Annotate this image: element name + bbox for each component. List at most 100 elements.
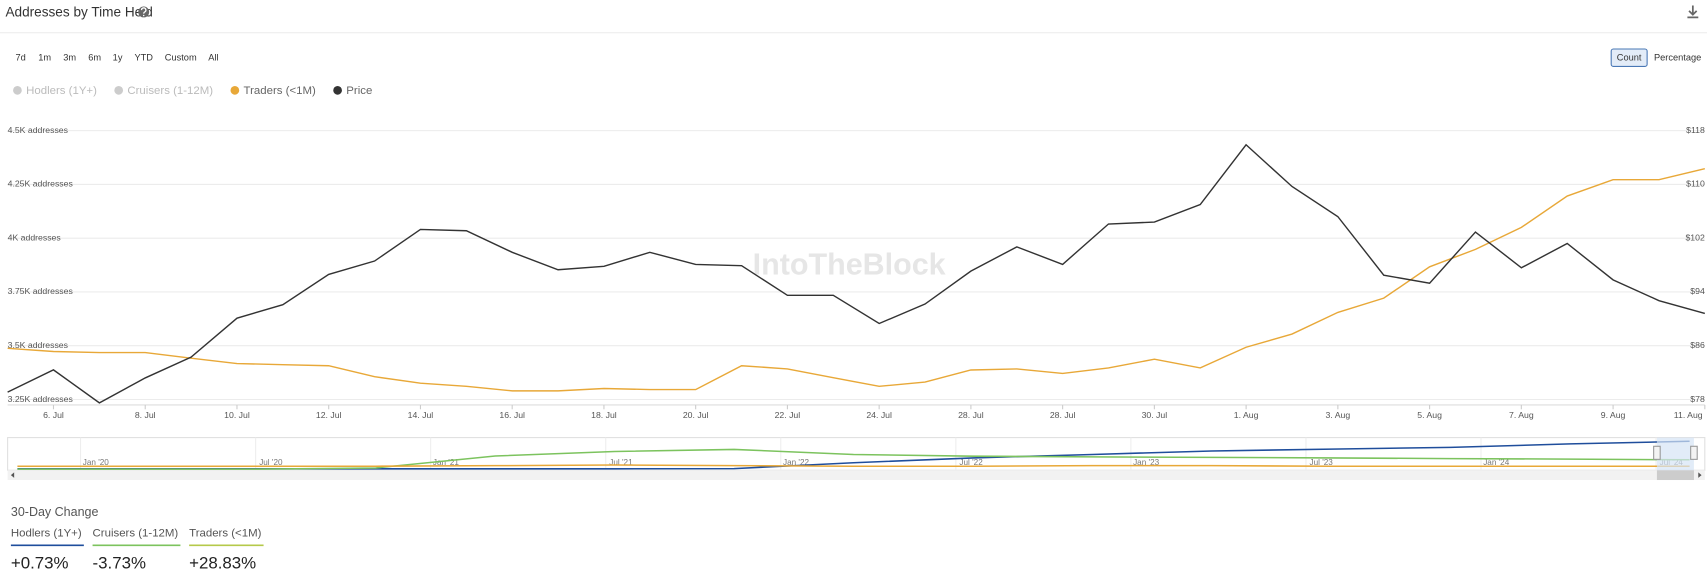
button-label: 7d <box>16 53 26 63</box>
x-tick-label: 8. Jul <box>135 410 156 420</box>
range-button[interactable]: 1m <box>34 48 55 67</box>
change-label: Hodlers (1Y+) <box>11 527 82 539</box>
button-bg <box>84 48 106 67</box>
button-label: 1y <box>113 53 123 63</box>
button-label: Count <box>1617 53 1642 63</box>
navigator-label: Jan '20 <box>83 458 110 467</box>
help-glyph <box>140 7 147 14</box>
scrollbar-track[interactable] <box>7 470 1705 481</box>
series-line <box>7 168 1705 392</box>
y-tick-label: 4.5K addresses <box>8 125 69 135</box>
change-value: +0.73% <box>11 553 69 572</box>
y2-tick-label: $102 <box>1685 232 1704 242</box>
y2-tick-label: $94 <box>1690 286 1705 296</box>
legend-item[interactable]: Cruisers (1-12M) <box>114 85 213 97</box>
x-tick-label: 5. Aug <box>1417 410 1442 420</box>
range-button[interactable]: Custom <box>160 48 201 67</box>
button-label: All <box>208 53 218 63</box>
navigator: Jan '20 Jul '20 Jan '21 Jul '21 Jan '22 Jul '… <box>7 437 1706 481</box>
download-icon[interactable] <box>1687 5 1699 19</box>
y-tick-label: 3.25K addresses <box>8 394 74 404</box>
scroll-right[interactable] <box>1698 472 1702 478</box>
y2-tick-label: $118 <box>1686 125 1705 135</box>
legend-label: Traders (<1M) <box>244 85 316 97</box>
button-label: Percentage <box>1654 53 1701 63</box>
x-tick-label: 28. Jul <box>1050 410 1076 420</box>
change-value: -3.73% <box>93 553 146 572</box>
button-bg <box>108 48 127 67</box>
change-value: +28.83% <box>189 553 256 572</box>
help-dot <box>142 14 145 17</box>
legend-swatch <box>230 85 240 95</box>
scroll-left[interactable] <box>10 472 15 478</box>
button-bg <box>1649 48 1706 67</box>
x-tick-label: 11. Aug <box>1674 410 1703 420</box>
range-button[interactable]: YTD <box>130 48 158 67</box>
watermark: IntoTheBlock <box>753 248 946 282</box>
navigator-label: Jul '23 <box>1310 458 1334 467</box>
range-button[interactable]: 6m <box>84 48 106 67</box>
x-tick-label: 7. Aug <box>1509 410 1534 420</box>
x-tick-label: 14. Jul <box>408 410 434 420</box>
download-glyph <box>1687 5 1699 19</box>
series-line <box>7 143 1706 404</box>
legend-label: Cruisers (1-12M) <box>127 85 213 97</box>
change-item: Cruisers (1-12M) -3.73% <box>92 527 181 572</box>
change-item: Traders (<1M) +28.83% <box>189 527 264 572</box>
navigator-label: Jul '20 <box>259 458 283 467</box>
range-button[interactable]: 3m <box>58 48 82 67</box>
range-button[interactable]: 7d <box>10 48 32 67</box>
range-button[interactable]: All <box>204 48 223 67</box>
navigator-label: Jan '24 <box>1483 458 1510 467</box>
navigator-handle[interactable] <box>1690 445 1698 460</box>
x-tick-label: 6. Jul <box>43 410 64 420</box>
x-tick-label: 20. Jul <box>683 410 709 420</box>
legend-item[interactable]: Price <box>333 85 372 97</box>
change-item: Hodlers (1Y+) +0.73% <box>11 527 84 572</box>
x-tick-label: 10. Jul <box>224 410 250 420</box>
navigator-line <box>17 464 1690 467</box>
button-bg <box>204 48 223 67</box>
button-bg <box>160 48 201 67</box>
button-bg <box>58 48 82 67</box>
change-label: Traders (<1M) <box>189 527 261 539</box>
navigator-selection[interactable] <box>1656 437 1694 471</box>
x-tick-label: 18. Jul <box>591 410 617 420</box>
x-tick-label: 9. Aug <box>1601 410 1626 420</box>
navigator-label: Jan '23 <box>1133 458 1160 467</box>
plot: 3.25K addresses 3.5K addresses 3.75K addre… <box>7 125 1706 420</box>
navigator-label: Jul '22 <box>959 458 983 467</box>
legend-swatch <box>114 85 124 95</box>
y-tick-label: 3.75K addresses <box>8 286 74 296</box>
navigator-label: Jul '21 <box>609 458 633 467</box>
range-button[interactable]: 1y <box>108 48 127 67</box>
help-icon[interactable] <box>138 6 150 18</box>
mode-button[interactable]: Count <box>1610 48 1648 67</box>
legend-label: Hodlers (1Y+) <box>26 85 97 97</box>
button-label: 1m <box>38 53 51 63</box>
x-tick-label: 16. Jul <box>499 410 525 420</box>
button-label: YTD <box>134 53 153 63</box>
x-tick-label: 22. Jul <box>775 410 801 420</box>
x-tick-label: 30. Jul <box>1142 410 1168 420</box>
navigator-label: Jan '22 <box>783 458 810 467</box>
button-bg <box>1610 48 1648 67</box>
y-tick-label: 4.25K addresses <box>8 179 74 189</box>
button-bg <box>130 48 158 67</box>
x-tick-label: 24. Jul <box>866 410 892 420</box>
mode-button[interactable]: Percentage <box>1649 48 1706 67</box>
y2-tick-label: $110 <box>1686 179 1705 189</box>
x-tick-label: 3. Aug <box>1326 410 1351 420</box>
x-tick-label: 12. Jul <box>316 410 342 420</box>
x-tick-label: 1. Aug <box>1234 410 1259 420</box>
legend-item[interactable]: Hodlers (1Y+) <box>13 85 97 97</box>
navigator-handle[interactable] <box>1653 445 1661 460</box>
legend-item[interactable]: Traders (<1M) <box>230 85 317 97</box>
y2-tick-label: $86 <box>1690 340 1705 350</box>
button-label: 3m <box>63 53 76 63</box>
scrollbar-thumb[interactable] <box>1656 470 1694 481</box>
change-label: Cruisers (1-12M) <box>93 527 179 539</box>
legend-label: Price <box>346 85 372 97</box>
y-tick-label: 3.5K addresses <box>8 340 69 350</box>
